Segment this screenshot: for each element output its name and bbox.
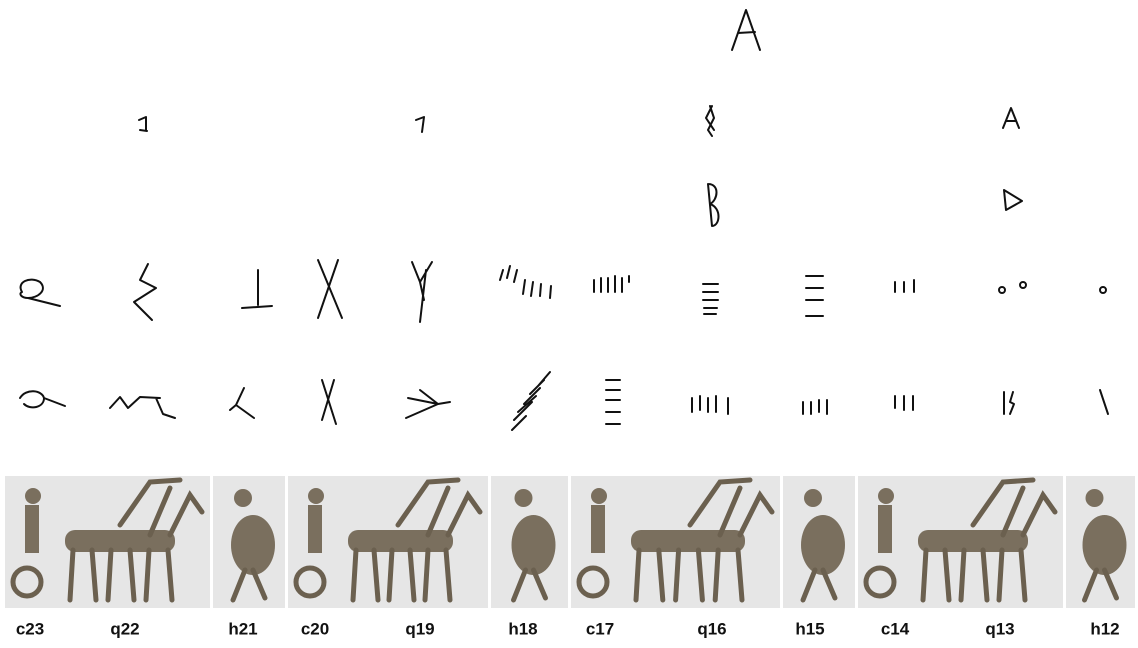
helmet [804,489,822,507]
shield [231,515,275,575]
plaque-label: h15 [795,619,824,638]
plaques [5,476,1135,608]
horse-heads [425,485,483,538]
plaque-label: c20 [301,619,329,638]
wheel [10,565,44,599]
horse-legs [920,547,1028,603]
plaque-label: c14 [881,619,910,638]
plaque-label: h18 [508,619,537,638]
shield [511,515,556,575]
legs [1082,567,1119,603]
labels: c23 q22 h21 c20 q19 h18 c17 q16 h15 c14 q13 h12 [16,619,1120,638]
helmet [234,489,252,507]
warrior-plaque [783,476,855,608]
plaque-label: h12 [1090,619,1119,638]
horse-body [918,530,1028,552]
horse-body [348,530,453,552]
helmet [308,488,324,504]
horse-heads [1000,485,1058,538]
chariot-plaque [858,476,1063,608]
wheel [576,565,610,599]
driver [25,505,39,553]
driver [591,505,605,553]
wheel [863,565,897,599]
horse-legs [67,547,175,603]
sign-marks [19,9,1109,431]
horse-legs [633,547,745,603]
manes [970,477,1036,528]
shield [801,515,845,575]
chariot-plaque [5,476,210,608]
helmet [514,489,533,507]
horse-body [631,530,745,552]
legs [800,567,838,603]
shield [1082,515,1127,575]
driver [878,505,892,553]
helmet [878,488,894,504]
legs [511,567,548,603]
plaque-label: c17 [586,619,614,638]
manes [395,477,461,528]
plaque-label: q16 [697,619,726,638]
warrior-plaque [1066,476,1135,608]
wheel [293,565,327,599]
manes [687,477,753,528]
helmet [591,488,607,504]
warrior-plaque [213,476,285,608]
horse-body [65,530,175,552]
helmet [25,488,41,504]
horse-legs [350,547,453,603]
horse-heads [717,485,775,538]
plaque-label: q13 [985,619,1014,638]
legs [230,567,268,603]
driver [308,505,322,553]
plaque-label: q22 [110,619,139,638]
plaque-label: h21 [228,619,257,638]
manes [117,477,183,528]
chariot-plaque [288,476,488,608]
plaque-label: c23 [16,619,44,638]
helmet [1085,489,1104,507]
horse-heads [147,485,205,538]
plaque-label: q19 [405,619,434,638]
warrior-plaque [491,476,568,608]
chariot-plaque [571,476,780,608]
